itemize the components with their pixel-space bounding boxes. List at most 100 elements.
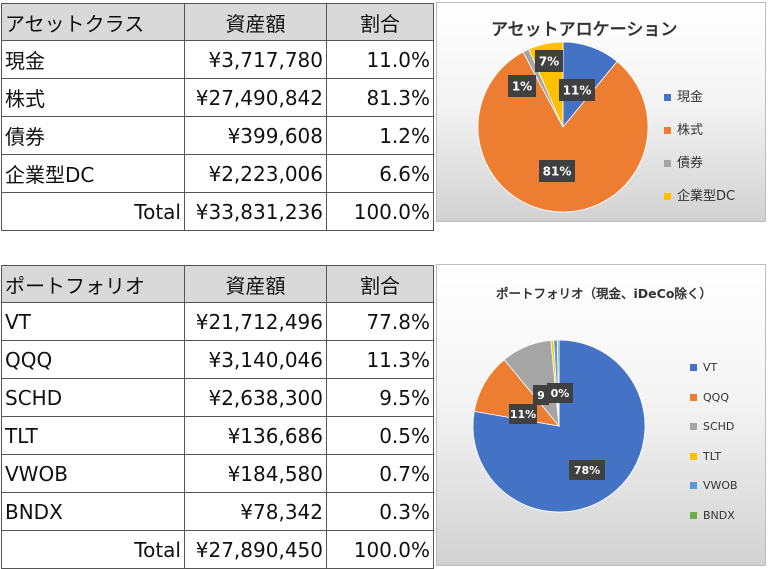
legend-label: VT bbox=[703, 361, 718, 374]
legend-label: VWOB bbox=[703, 479, 738, 492]
ratio-cell: 1.2% bbox=[326, 116, 434, 155]
legend-item: 現金 bbox=[664, 81, 735, 114]
data-label-text: 81% bbox=[543, 164, 572, 178]
ratio-cell: 77.8% bbox=[326, 302, 434, 341]
data-label-4: 0% bbox=[547, 383, 573, 403]
data-label-text: 7% bbox=[539, 54, 559, 68]
ratio-cell: 11.3% bbox=[326, 340, 434, 379]
amount-cell: ¥3,140,046 bbox=[184, 340, 327, 379]
label-cell: アセットクラス bbox=[1, 3, 185, 41]
amount-cell: ¥21,712,496 bbox=[184, 302, 327, 341]
amount-cell: 資産額 bbox=[184, 265, 327, 303]
legend-item: BNDX bbox=[690, 501, 738, 531]
legend-label: 債券 bbox=[677, 156, 704, 171]
label-cell: Total bbox=[1, 530, 185, 569]
label-cell: BNDX bbox=[1, 492, 185, 531]
legend-label: BNDX bbox=[703, 508, 735, 522]
data-label-1: 11% bbox=[559, 79, 595, 101]
pie-chart-portfolio: 78% 11%9 0% bbox=[472, 339, 646, 513]
legend-item: 債券 bbox=[664, 147, 735, 180]
label-cell: ポートフォリオ bbox=[1, 265, 185, 303]
label-cell: 現金 bbox=[1, 40, 185, 79]
legend-label: QQQ bbox=[703, 390, 729, 404]
legend-item: 企業型DC bbox=[664, 180, 735, 213]
label-cell: SCHD bbox=[1, 378, 185, 417]
data-label-box bbox=[547, 383, 573, 403]
label-cell: VT bbox=[1, 302, 185, 341]
table-row: BNDX ¥78,342 0.3% bbox=[1, 492, 434, 531]
chart-title: ポートフォリオ（現金、iDeCo除く） bbox=[496, 286, 712, 301]
amount-cell: 資産額 bbox=[184, 3, 327, 41]
data-label-box bbox=[508, 75, 536, 97]
legend-label: 株式 bbox=[677, 123, 704, 138]
amount-cell: ¥184,580 bbox=[184, 454, 327, 493]
table-row: VT ¥21,712,496 77.8% bbox=[1, 302, 434, 341]
legend-item: SCHD bbox=[690, 412, 738, 442]
table-row: VWOB ¥184,580 0.7% bbox=[1, 454, 434, 493]
data-label-text: 9 bbox=[537, 389, 545, 402]
ratio-cell: 割合 bbox=[326, 265, 434, 303]
data-label-box bbox=[535, 50, 563, 72]
data-label-box bbox=[539, 160, 575, 182]
amount-cell: ¥3,717,780 bbox=[184, 40, 327, 79]
legend-swatch bbox=[690, 364, 697, 372]
portfolio-chart: ポートフォリオ（現金、iDeCo除く） 78% 11% 9 0% VT QQQ SCHD T… bbox=[436, 264, 766, 566]
label-cell: TLT bbox=[1, 416, 185, 455]
data-label-box bbox=[509, 404, 537, 424]
legend-swatch bbox=[664, 160, 671, 167]
legend-item: VWOB bbox=[690, 471, 738, 501]
table-total-row: Total ¥33,831,236 100.0% bbox=[1, 192, 434, 231]
legend-label: SCHD bbox=[703, 420, 735, 433]
data-label-4: 7% bbox=[535, 50, 563, 72]
table-total-row: Total ¥27,890,450 100.0% bbox=[1, 530, 434, 569]
portfolio-table: ポートフォリオ 資産額 割合 VT ¥21,712,496 77.8% QQQ ¥3,140,… bbox=[1, 265, 434, 569]
ratio-cell: 9.5% bbox=[326, 378, 434, 417]
ratio-cell: 81.3% bbox=[326, 78, 434, 117]
data-label-text: 11% bbox=[563, 83, 592, 97]
legend-swatch bbox=[690, 482, 697, 490]
chart-legend: 現金株式債券企業型DC bbox=[664, 81, 735, 213]
ratio-cell: 6.6% bbox=[326, 154, 434, 193]
legend-swatch bbox=[664, 127, 671, 134]
table-row: 企業型DC ¥2,223,006 6.6% bbox=[1, 154, 434, 193]
legend-label: 企業型DC bbox=[677, 189, 736, 204]
label-cell: Total bbox=[1, 192, 185, 231]
legend-item: 株式 bbox=[664, 114, 735, 147]
legend-label: TLT bbox=[703, 449, 722, 463]
amount-cell: ¥27,490,842 bbox=[184, 78, 327, 117]
ratio-cell: 割合 bbox=[326, 3, 434, 41]
label-cell: QQQ bbox=[1, 340, 185, 379]
ratio-cell: 11.0% bbox=[326, 40, 434, 79]
amount-cell: ¥78,342 bbox=[184, 492, 327, 531]
ratio-cell: 100.0% bbox=[326, 192, 434, 231]
data-label-3: 1% bbox=[508, 75, 536, 97]
pie-chart-asset-allocation: 11% 81% 1% 7% bbox=[477, 41, 649, 213]
label-cell: 債券 bbox=[1, 116, 185, 155]
table-row: 株式 ¥27,490,842 81.3% bbox=[1, 78, 434, 117]
data-label-box bbox=[569, 460, 605, 480]
data-label-text: 1% bbox=[512, 79, 532, 93]
table-row: 現金 ¥3,717,780 11.0% bbox=[1, 40, 434, 79]
amount-cell: ¥2,223,006 bbox=[184, 154, 327, 193]
label-cell: 企業型DC bbox=[1, 154, 185, 193]
legend-swatch bbox=[690, 423, 697, 431]
amount-cell: ¥399,608 bbox=[184, 116, 327, 155]
data-label-3: 9 bbox=[533, 385, 549, 405]
ratio-cell: 100.0% bbox=[326, 530, 434, 569]
table-row: SCHD ¥2,638,300 9.5% bbox=[1, 378, 434, 417]
data-label-text: 78% bbox=[574, 464, 600, 477]
asset-class-table: アセットクラス 資産額 割合 現金 ¥3,717,780 11.0% 株式 ¥27,490,8… bbox=[1, 3, 434, 231]
label-cell: VWOB bbox=[1, 454, 185, 493]
label-cell: 株式 bbox=[1, 78, 185, 117]
amount-cell: ¥136,686 bbox=[184, 416, 327, 455]
legend-swatch bbox=[664, 94, 671, 101]
data-label-box bbox=[533, 385, 549, 405]
table-header-row: アセットクラス 資産額 割合 bbox=[1, 3, 434, 41]
data-label-text: 11% bbox=[510, 408, 536, 421]
legend-swatch bbox=[690, 511, 697, 519]
data-label-2: 81% bbox=[539, 160, 575, 182]
table-row: QQQ ¥3,140,046 11.3% bbox=[1, 340, 434, 379]
legend-item: QQQ bbox=[690, 383, 738, 413]
legend-swatch bbox=[690, 452, 697, 460]
amount-cell: ¥2,638,300 bbox=[184, 378, 327, 417]
